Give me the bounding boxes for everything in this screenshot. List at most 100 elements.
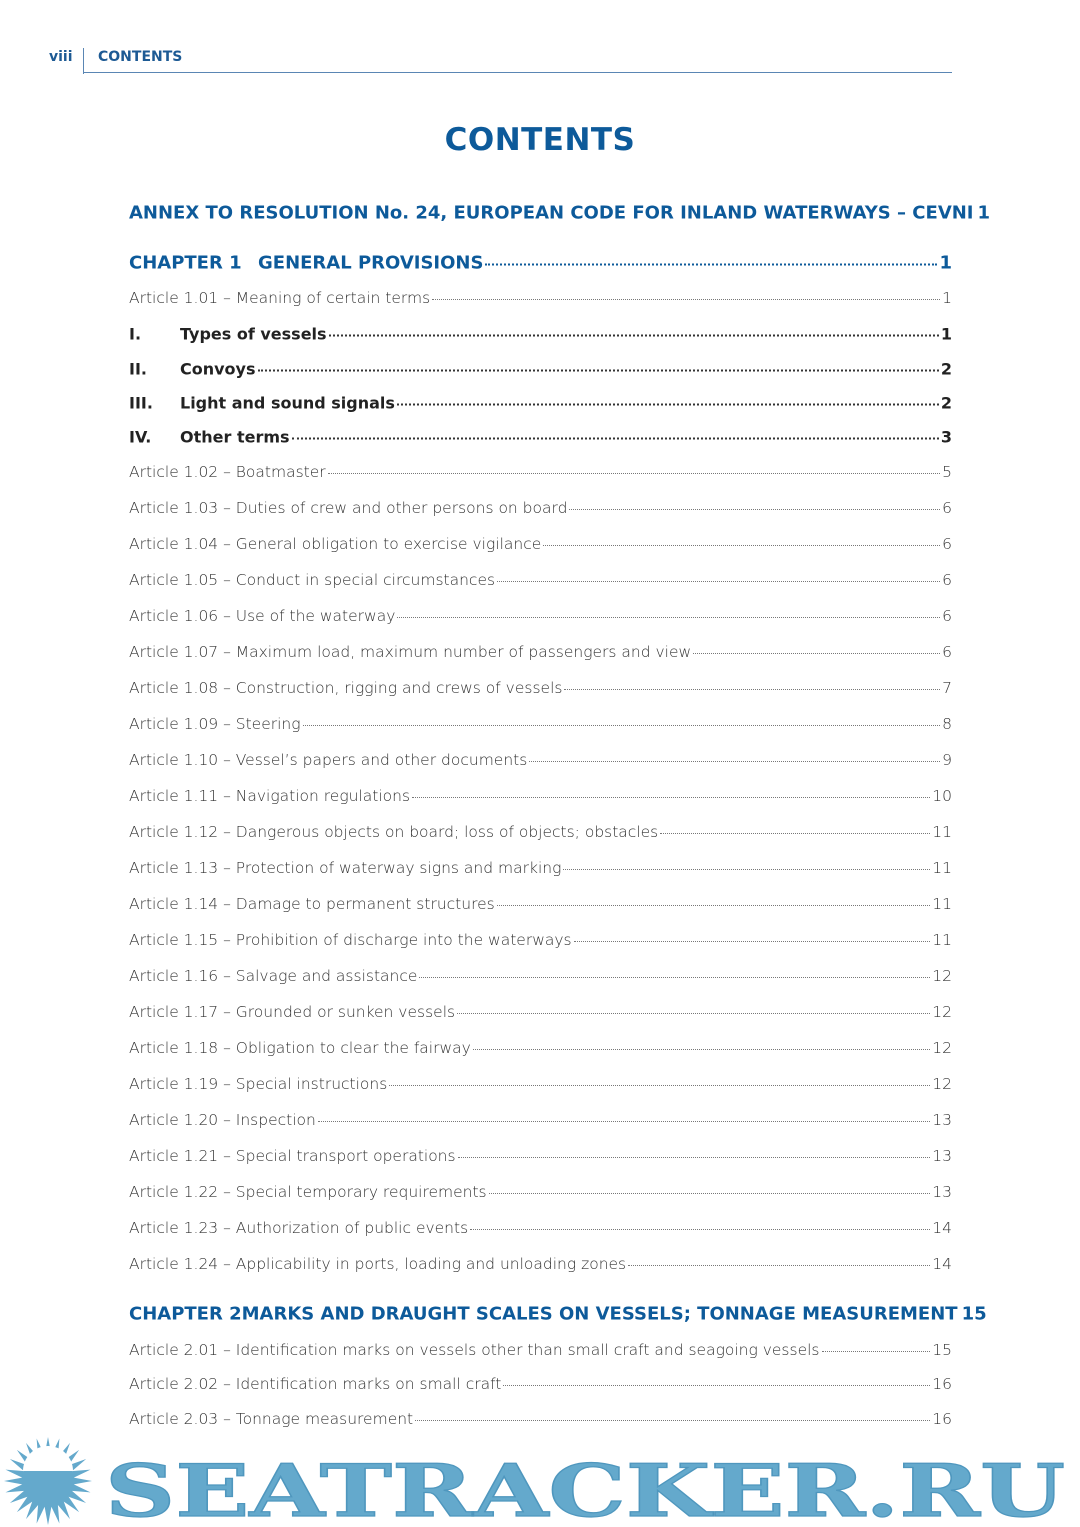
toc-entry[interactable]: Article 1.14 – Damage to permanent struc… bbox=[129, 895, 952, 913]
toc-entry[interactable]: III. Light and sound signals 2 bbox=[129, 394, 952, 413]
toc-entry[interactable]: Article 2.03 – Tonnage measurement 16 bbox=[129, 1410, 952, 1428]
toc-entry-page: 11 bbox=[932, 859, 952, 877]
running-header: CONTENTS bbox=[98, 49, 183, 65]
header-rule bbox=[83, 72, 952, 73]
page-number: viii bbox=[49, 49, 73, 65]
toc-entry[interactable]: Article 1.10 – Vessel’s papers and other… bbox=[129, 751, 952, 769]
toc-entry[interactable]: Article 1.09 – Steering 8 bbox=[129, 715, 952, 733]
toc-entry[interactable]: CHAPTER 1 GENERAL PROVISIONS 1 bbox=[129, 253, 952, 274]
toc-entry[interactable]: Article 1.23 – Authorization of public e… bbox=[129, 1219, 952, 1237]
toc-entry[interactable]: Article 1.16 – Salvage and assistance 12 bbox=[129, 967, 952, 985]
toc-entry-page: 15 bbox=[932, 1341, 952, 1359]
toc-entry[interactable]: ANNEX TO RESOLUTION No. 24, EUROPEAN COD… bbox=[129, 203, 990, 224]
dot-leader bbox=[317, 1121, 931, 1122]
dot-leader bbox=[821, 1351, 931, 1352]
toc-entry[interactable]: IV. Other terms 3 bbox=[129, 428, 952, 447]
dot-leader bbox=[497, 581, 941, 582]
dot-leader bbox=[660, 833, 931, 834]
toc-entry-page: 11 bbox=[932, 823, 952, 841]
toc-entry[interactable]: Article 1.17 – Grounded or sunken vessel… bbox=[129, 1003, 952, 1021]
toc-entry-title: Article 1.03 – Duties of crew and other … bbox=[129, 499, 568, 517]
sun-logo-icon bbox=[4, 1437, 92, 1525]
toc-entry[interactable]: Article 2.01 – Identification marks on v… bbox=[129, 1341, 952, 1359]
toc-entry-title: Article 1.24 – Applicability in ports, l… bbox=[129, 1255, 627, 1273]
dot-leader bbox=[389, 1085, 931, 1086]
toc-entry-title: Article 1.01 – Meaning of certain terms bbox=[129, 289, 431, 307]
toc-entry[interactable]: Article 1.15 – Prohibition of discharge … bbox=[129, 931, 952, 949]
toc-entry-page: 13 bbox=[932, 1147, 952, 1165]
toc-entry-page: 14 bbox=[932, 1219, 952, 1237]
toc-entry-page: 11 bbox=[932, 895, 952, 913]
toc-entry[interactable]: Article 1.06 – Use of the waterway 6 bbox=[129, 607, 952, 625]
toc-entry-page: 16 bbox=[932, 1410, 952, 1428]
toc-entry[interactable]: CHAPTER 2 MARKS AND DRAUGHT SCALES ON VES… bbox=[129, 1304, 987, 1325]
toc-entry[interactable]: Article 1.04 – General obligation to exe… bbox=[129, 535, 952, 553]
toc-entry[interactable]: Article 1.21 – Special transport operati… bbox=[129, 1147, 952, 1165]
dot-leader bbox=[397, 617, 941, 618]
toc-entry[interactable]: Article 1.12 – Dangerous objects on boar… bbox=[129, 823, 952, 841]
dot-leader bbox=[563, 869, 931, 870]
dot-leader bbox=[257, 369, 939, 372]
toc-entry[interactable]: Article 1.19 – Special instructions 12 bbox=[129, 1075, 952, 1093]
toc-entry[interactable]: Article 1.20 – Inspection 13 bbox=[129, 1111, 952, 1129]
toc-entry-page: 6 bbox=[942, 607, 952, 625]
dot-leader bbox=[693, 653, 941, 654]
toc-entry-title: Article 2.02 – Identification marks on s… bbox=[129, 1375, 502, 1393]
toc-entry-page: 15 bbox=[961, 1303, 987, 1325]
dot-leader bbox=[415, 1420, 931, 1421]
toc-entry[interactable]: Article 1.24 – Applicability in ports, l… bbox=[129, 1255, 952, 1273]
toc-entry[interactable]: II. Convoys 2 bbox=[129, 360, 952, 379]
toc-entry[interactable]: Article 1.13 – Protection of waterway si… bbox=[129, 859, 952, 877]
toc-entry-title: Article 1.12 – Dangerous objects on boar… bbox=[129, 823, 659, 841]
dot-leader bbox=[488, 1193, 931, 1194]
toc-entry[interactable]: Article 1.03 – Duties of crew and other … bbox=[129, 499, 952, 517]
toc-entry-page: 13 bbox=[932, 1111, 952, 1129]
dot-leader bbox=[569, 509, 941, 510]
toc-entry[interactable]: Article 1.02 – Boatmaster 5 bbox=[129, 463, 952, 481]
toc-entry-title: Article 1.06 – Use of the waterway bbox=[129, 607, 396, 625]
toc-entry[interactable]: Article 1.05 – Conduct in special circum… bbox=[129, 571, 952, 589]
toc-entry-page: 2 bbox=[940, 359, 952, 379]
toc-entry[interactable]: Article 1.07 – Maximum load, maximum num… bbox=[129, 643, 952, 661]
toc-entry-page: 9 bbox=[942, 751, 952, 769]
dot-leader bbox=[412, 797, 931, 798]
dot-leader bbox=[302, 725, 941, 726]
toc-entry-number: III. bbox=[129, 393, 153, 413]
toc-entry-page: 6 bbox=[942, 571, 952, 589]
toc-entry-page: 6 bbox=[942, 535, 952, 553]
toc-entry-page: 12 bbox=[932, 1075, 952, 1093]
toc-entry-page: 1 bbox=[942, 289, 952, 307]
dot-leader bbox=[457, 1157, 931, 1158]
dot-leader bbox=[543, 545, 941, 546]
dot-leader bbox=[291, 437, 939, 440]
dot-leader bbox=[432, 299, 941, 300]
toc-entry-page: 12 bbox=[932, 1039, 952, 1057]
toc-entry-title: Article 1.08 – Construction, rigging and… bbox=[129, 679, 563, 697]
dot-leader bbox=[496, 905, 931, 906]
toc-entry-title: Convoys bbox=[180, 359, 256, 379]
dot-leader bbox=[472, 1049, 931, 1050]
toc-entry[interactable]: I. Types of vessels 1 bbox=[129, 325, 952, 344]
toc-entry-title: Article 2.01 – Identification marks on v… bbox=[129, 1341, 820, 1359]
page-title: CONTENTS bbox=[444, 122, 636, 158]
dot-leader bbox=[457, 1013, 931, 1014]
toc-entry-page: 16 bbox=[932, 1375, 952, 1393]
dot-leader bbox=[419, 977, 931, 978]
dot-leader bbox=[564, 689, 941, 690]
toc-entry[interactable]: Article 2.02 – Identification marks on s… bbox=[129, 1375, 952, 1393]
toc-entry-number: I. bbox=[129, 324, 142, 344]
toc-entry[interactable]: Article 1.01 – Meaning of certain terms 1 bbox=[129, 289, 952, 307]
toc-entry[interactable]: Article 1.11 – Navigation regulations 10 bbox=[129, 787, 952, 805]
toc-entry-page: 1 bbox=[940, 324, 952, 344]
toc-entry-title: MARKS AND DRAUGHT SCALES ON VESSELS; TON… bbox=[241, 1303, 958, 1325]
toc-entry-number: CHAPTER 1 bbox=[129, 252, 242, 274]
toc-entry-page: 13 bbox=[932, 1183, 952, 1201]
toc-entry-page: 14 bbox=[932, 1255, 952, 1273]
dot-leader bbox=[328, 334, 939, 337]
toc-entry[interactable]: Article 1.22 – Special temporary require… bbox=[129, 1183, 952, 1201]
dot-leader bbox=[327, 473, 941, 474]
toc-entry-title: Article 1.04 – General obligation to exe… bbox=[129, 535, 542, 553]
toc-entry[interactable]: Article 1.18 – Obligation to clear the f… bbox=[129, 1039, 952, 1057]
toc-entry[interactable]: Article 1.08 – Construction, rigging and… bbox=[129, 679, 952, 697]
toc-entry-number: IV. bbox=[129, 427, 152, 447]
